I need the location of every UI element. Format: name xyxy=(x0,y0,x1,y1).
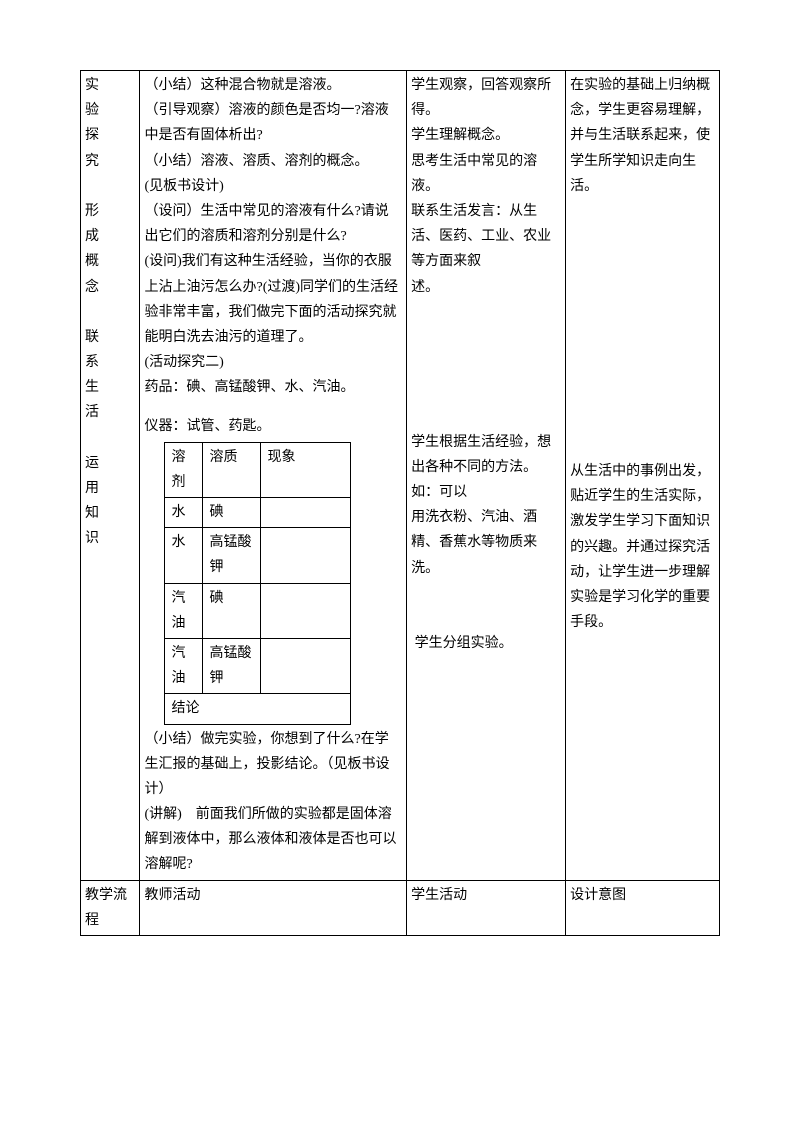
side-label-char xyxy=(85,174,135,199)
table-cell: 碘 xyxy=(203,498,261,528)
text: 学生观察，回答观察所得。 xyxy=(411,73,561,123)
text: （小结）溶液、溶质、溶剂的概念。 xyxy=(144,149,402,174)
text: (见板书设计) xyxy=(144,174,402,199)
table-row: 结论 xyxy=(165,694,351,724)
header-cell: 教师活动 xyxy=(140,880,407,935)
lesson-table: 实验探究 形成概念 联系生活 运用知识 （小结）这种混合物就是溶液。 （引导观察… xyxy=(80,70,720,936)
text: 用洗衣粉、汽油、酒精、香蕉水等物质来洗。 xyxy=(411,505,561,581)
text: 学生分组实验。 xyxy=(411,631,561,656)
text: 联系生活发言：从生活、医药、工业、农业等方面来叙 xyxy=(411,199,561,275)
header-row: 教学流程 教师活动 学生活动 设计意图 xyxy=(81,880,720,935)
text: 思考生活中常见的溶液。 xyxy=(411,149,561,199)
table-row: 水 高锰酸钾 xyxy=(165,528,351,583)
text: 学生根据生活经验，想出各种不同的方法。如：可以 xyxy=(411,430,561,506)
table-cell: 溶质 xyxy=(203,442,261,497)
side-label-char: 实 xyxy=(85,73,135,98)
table-cell: 溶剂 xyxy=(165,442,203,497)
text: (活动探究二) xyxy=(144,350,402,375)
text: 从生活中的事例出发，贴近学生的生活实际，激发学生学习下面知识的兴趣。并通过探究活… xyxy=(570,459,715,635)
side-label-cell: 实验探究 形成概念 联系生活 运用知识 xyxy=(81,71,140,881)
header-cell: 学生活动 xyxy=(407,880,566,935)
text: （小结）做完实验，你想到了什么?在学生汇报的基础上，投影结论。（见板书设计） xyxy=(144,727,402,803)
table-cell: 汽油 xyxy=(165,583,203,638)
side-label-char: 活 xyxy=(85,400,135,425)
text: （引导观察）溶液的颜色是否均一?溶液中是否有固体析出? xyxy=(144,98,402,148)
side-label-char: 识 xyxy=(85,526,135,551)
table-cell xyxy=(261,638,351,693)
table-cell: 现象 xyxy=(261,442,351,497)
side-label-char: 探 xyxy=(85,123,135,148)
side-label-char: 生 xyxy=(85,375,135,400)
table-row: 汽油 碘 xyxy=(165,583,351,638)
table-row: 水 碘 xyxy=(165,498,351,528)
text: (讲解) 前面我们所做的实验都是固体溶解到液体中，那么液体和液体是否也可以溶解呢… xyxy=(144,802,402,878)
text: 在实验的基础上归纳概念，学生更容易理解，并与生活联系起来，使学生所学知识走向生活… xyxy=(570,73,715,199)
header-cell: 教学流程 xyxy=(81,880,140,935)
side-label-char: 形 xyxy=(85,199,135,224)
side-label-char xyxy=(85,426,135,451)
document-page: 实验探究 形成概念 联系生活 运用知识 （小结）这种混合物就是溶液。 （引导观察… xyxy=(0,0,800,1006)
text: （设问）生活中常见的溶液有什么?请说出它们的溶质和溶剂分别是什么? xyxy=(144,199,402,249)
table-row: 溶剂 溶质 现象 xyxy=(165,442,351,497)
side-label-char: 成 xyxy=(85,224,135,249)
text: 药品：碘、高锰酸钾、水、汽油。 xyxy=(144,375,402,400)
side-label-char: 念 xyxy=(85,275,135,300)
content-row: 实验探究 形成概念 联系生活 运用知识 （小结）这种混合物就是溶液。 （引导观察… xyxy=(81,71,720,881)
side-label-char: 验 xyxy=(85,98,135,123)
table-cell: 水 xyxy=(165,528,203,583)
text: 学生理解概念。 xyxy=(411,123,561,148)
side-label-char: 知 xyxy=(85,501,135,526)
student-activity-cell: 学生观察，回答观察所得。 学生理解概念。 思考生活中常见的溶液。 联系生活发言：… xyxy=(407,71,566,881)
text: 述。 xyxy=(411,275,561,300)
table-cell: 高锰酸钾 xyxy=(203,528,261,583)
text: （小结）这种混合物就是溶液。 xyxy=(144,73,402,98)
side-label-char: 用 xyxy=(85,476,135,501)
table-cell: 结论 xyxy=(165,694,351,724)
table-cell: 汽油 xyxy=(165,638,203,693)
side-label-char: 系 xyxy=(85,350,135,375)
side-label-char: 运 xyxy=(85,451,135,476)
table-cell xyxy=(261,583,351,638)
side-label-char: 联 xyxy=(85,325,135,350)
side-label-char: 究 xyxy=(85,149,135,174)
table-cell xyxy=(261,528,351,583)
text: 仪器：试管、药匙。 xyxy=(144,414,402,439)
teacher-activity-cell: （小结）这种混合物就是溶液。 （引导观察）溶液的颜色是否均一?溶液中是否有固体析… xyxy=(140,71,407,881)
table-row: 汽油 高锰酸钾 xyxy=(165,638,351,693)
design-intent-cell: 在实验的基础上归纳概念，学生更容易理解，并与生活联系起来，使学生所学知识走向生活… xyxy=(566,71,720,881)
side-label-char xyxy=(85,300,135,325)
table-cell xyxy=(261,498,351,528)
table-cell: 碘 xyxy=(203,583,261,638)
text: (设问)我们有这种生活经验，当你的衣服上沾上油污怎么办?(过渡)同学们的生活经验… xyxy=(144,249,402,350)
header-cell: 设计意图 xyxy=(566,880,720,935)
table-cell: 高锰酸钾 xyxy=(203,638,261,693)
side-label-char: 概 xyxy=(85,249,135,274)
experiment-inner-table: 溶剂 溶质 现象 水 碘 水 高锰酸钾 xyxy=(164,442,351,725)
table-cell: 水 xyxy=(165,498,203,528)
